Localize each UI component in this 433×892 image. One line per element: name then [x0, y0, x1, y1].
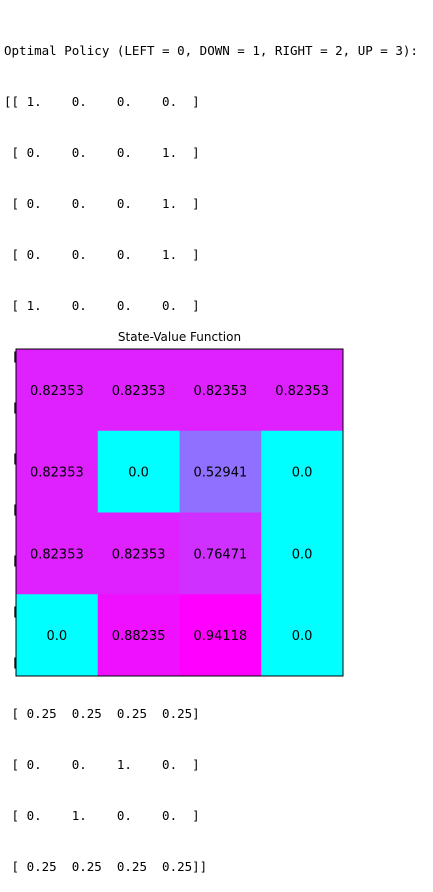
heatmap-label-0-2: 0.82353: [193, 384, 247, 399]
heatmap-label-2-3: 0.0: [292, 547, 313, 562]
heatmap-frame: [15, 348, 344, 677]
heatmap-label-3-0: 0.0: [47, 629, 68, 644]
heatmap-label-1-0: 0.82353: [30, 466, 84, 481]
heatmap-cell-3-0: [16, 594, 99, 677]
heatmap-cell-0-1: [97, 349, 180, 432]
heatmap-cell-3-2: [179, 594, 262, 677]
heatmap-cell-1-0: [16, 430, 99, 513]
heatmap-label-2-2: 0.76471: [193, 547, 247, 562]
heatmap-label-2-1: 0.82353: [112, 547, 166, 562]
policy-row: [ 0.25 0.25 0.25 0.25]]: [4, 859, 208, 874]
heatmap-label-1-2: 0.52941: [193, 466, 247, 481]
heatmap-label-3-2: 0.94118: [193, 629, 247, 644]
heatmap-label-3-1: 0.88235: [112, 629, 166, 644]
heatmap-cell-3-1: [97, 594, 180, 677]
heatmap-cell-2-3: [261, 512, 344, 595]
policy-row: [ 0. 0. 0. 1. ]: [4, 247, 200, 262]
heatmap-cell-0-2: [179, 349, 262, 432]
heatmap-label-2-0: 0.82353: [30, 547, 84, 562]
policy-row: [ 0.25 0.25 0.25 0.25]: [4, 706, 200, 721]
heatmap-cell-1-1: [97, 430, 180, 513]
heatmap-cell-3-3: [261, 594, 344, 677]
heatmap-label-1-1: 0.0: [128, 466, 149, 481]
heatmap-svg: 0.82353 0.82353 0.82353 0.82353 0.82353 0.0 0.…: [15, 348, 344, 677]
chart-title: State-Value Function: [117, 330, 242, 344]
heatmap-label-0-1: 0.82353: [112, 384, 166, 399]
policy-row: [[ 1. 0. 0. 0. ]: [4, 94, 200, 109]
heatmap-cell-0-0: [16, 349, 99, 432]
heatmap-label-1-3: 0.0: [292, 466, 313, 481]
heatmap-label-0-3: 0.82353: [275, 384, 329, 399]
heatmap-cell-2-2: [179, 512, 262, 595]
heatmap-label-3-3: 0.0: [292, 629, 313, 644]
heatmap-cell-2-1: [97, 512, 180, 595]
heatmap-label-0-0: 0.82353: [30, 384, 84, 399]
heatmap-cell-1-3: [261, 430, 344, 513]
heatmap-cell-2-0: [16, 512, 99, 595]
policy-row: [ 1. 0. 0. 0. ]: [4, 298, 200, 313]
state-value-chart: State-Value Function 0.82353 0.82353 0.823…: [15, 330, 344, 677]
heatmap-cell-1-2: [179, 430, 262, 513]
heatmap-cell-0-3: [261, 349, 344, 432]
policy-row: [ 0. 1. 0. 0. ]: [4, 808, 200, 823]
policy-row: [ 0. 0. 1. 0. ]: [4, 757, 200, 772]
policy-row: [ 0. 0. 0. 1. ]: [4, 145, 200, 160]
policy-header: Optimal Policy (LEFT = 0, DOWN = 1, RIGH…: [4, 43, 418, 58]
policy-row: [ 0. 0. 0. 1. ]: [4, 196, 200, 211]
